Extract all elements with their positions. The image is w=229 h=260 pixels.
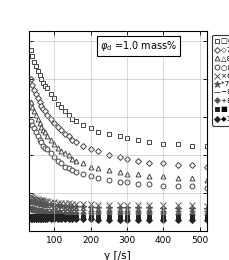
Text: $\varphi_\mathrm{d}$ =1.0 mass%: $\varphi_\mathrm{d}$ =1.0 mass% — [100, 39, 177, 53]
Legend: □60°C Ave. , ◇70°C Ave. , △80°C Ave. , ○84°C Ave. , ×60°C Tet.A, *70°C Tet.A, −8: □60°C Ave. , ◇70°C Ave. , △80°C Ave. , ○… — [211, 35, 229, 126]
X-axis label: γ [/s]: γ [/s] — [104, 251, 131, 260]
